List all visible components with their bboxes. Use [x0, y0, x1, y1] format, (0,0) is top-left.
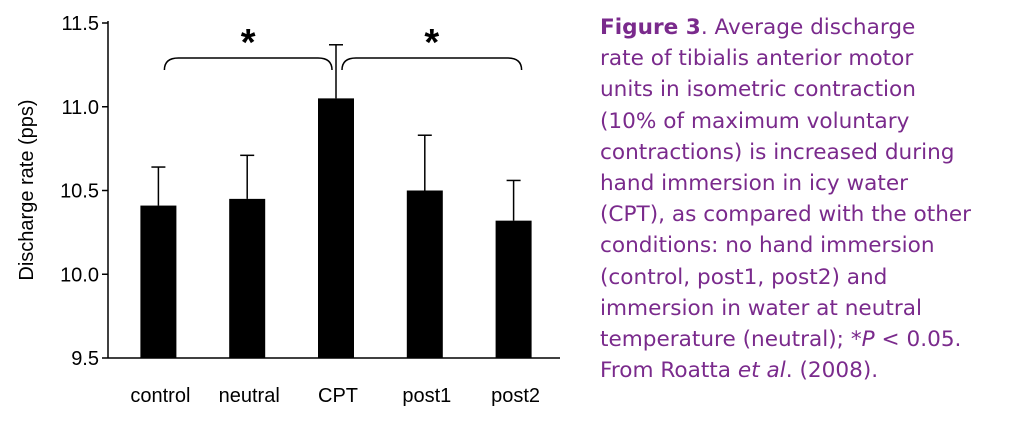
caption-line: temperature (neutral); *P < 0.05. [600, 324, 1010, 355]
caption-et-al: et al [737, 358, 786, 384]
caption-line: Figure 3. Average discharge [600, 12, 1010, 43]
bars-layer [140, 98, 532, 358]
y-axis-label: Discharge rate (pps) [16, 99, 38, 280]
y-tick-label: 11.5 [62, 13, 99, 35]
caption-line: (10% of maximum voluntary [600, 108, 910, 134]
caption-text: < 0.05. [874, 327, 962, 353]
x-tick-label: neutral [219, 385, 280, 407]
y-tick-label: 9.5 [71, 348, 99, 370]
y-tick-label: 11.0 [62, 97, 99, 119]
significance-star: * [241, 22, 256, 64]
significance-brace [163, 57, 333, 71]
bar-neutral [229, 198, 266, 358]
axes-layer [107, 21, 560, 359]
caption-asterisk: * [850, 327, 862, 353]
caption-text: . Average discharge [700, 15, 916, 40]
caption-line: hand immersion in icy water [600, 171, 909, 197]
caption-line: contractions) is increased during [600, 139, 955, 165]
chart-svg: Discharge rate (pps) 9.5 10.0 10.5 11.0 11.5… [16, 13, 560, 407]
caption-line: immersion in water at neutral [600, 295, 922, 321]
significance-star: * [424, 22, 439, 64]
x-tick-label: post1 [402, 385, 451, 407]
bar-chart: Discharge rate (pps) 9.5 10.0 10.5 11.0 11.5… [16, 13, 560, 407]
y-ticks-layer: 9.5 10.0 10.5 11.0 11.5 [60, 13, 108, 370]
caption-line: From Roatta et al. (2008). [600, 355, 1010, 386]
error-bars-layer [151, 44, 521, 221]
bar-post2 [495, 220, 532, 358]
x-tick-label: post2 [491, 385, 540, 407]
y-tick-label: 10.5 [60, 181, 99, 203]
caption-line: units in isometric contraction [600, 77, 916, 103]
significance-brace [341, 57, 523, 71]
bar-control [140, 205, 177, 358]
caption-text: . (2008). [785, 358, 879, 384]
x-tick-label: CPT [318, 385, 358, 407]
significance-layer: * * [163, 22, 523, 71]
caption-line: (CPT), as compared with the other [600, 202, 972, 228]
figure-caption: Figure 3. Average discharge rate of tibi… [600, 12, 1010, 386]
y-tick-label: 10.0 [60, 264, 99, 286]
caption-text: From Roatta [600, 358, 738, 384]
figure-label: Figure 3 [600, 15, 701, 40]
x-tick-labels-layer: control neutral CPT post1 post2 [130, 385, 540, 407]
x-tick-label: control [130, 385, 190, 407]
bar-CPT [318, 98, 354, 358]
caption-p-symbol: P [861, 327, 875, 353]
caption-line: conditions: no hand immersion [600, 233, 935, 259]
caption-line: rate of tibialis anterior motor [600, 46, 914, 72]
bar-post1 [406, 190, 443, 358]
caption-line: (control, post1, post2) and [600, 264, 888, 290]
caption-text: temperature (neutral); [600, 327, 851, 353]
